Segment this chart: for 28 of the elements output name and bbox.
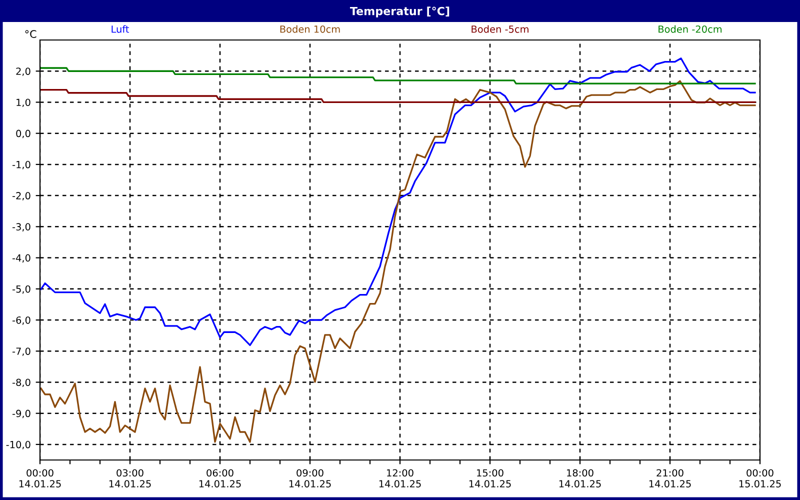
- y-tick-label: 1,0: [16, 98, 30, 108]
- y-tick-label: 0,0: [16, 130, 30, 138]
- text: Luft: [112, 25, 130, 33]
- text: Boden -5cm: [472, 25, 528, 33]
- text: Boden 10cm: [280, 25, 340, 33]
- y-tick-label: -5,0: [12, 285, 30, 294]
- x-tick-label: 03:00 14.01.25: [109, 469, 151, 488]
- y-tick-label: -3,0: [12, 223, 30, 232]
- y-tick-label: -9,0: [12, 410, 30, 418]
- y-tick-label: -1,0: [12, 160, 30, 170]
- x-tick-label: 00:00 15.01.25: [739, 469, 781, 488]
- x-tick-label: 21:00 14.01.25: [649, 469, 691, 488]
- chart-title: Temperatur [°C]: [350, 6, 450, 18]
- y-tick-label: -2,0: [12, 192, 30, 200]
- text: Boden -20cm: [658, 25, 722, 33]
- x-tick-label: 06:00 14.01.25: [199, 469, 241, 488]
- y-tick-label: -7,0: [12, 348, 30, 356]
- x-tick-label: 12:00 14.01.25: [379, 469, 421, 488]
- x-tick-label: 09:00 14.01.25: [289, 469, 331, 488]
- y-tick-label: -8,0: [12, 378, 30, 388]
- y-tick-label: -6,0: [12, 316, 30, 325]
- x-tick-label: 00:00 14.01.25: [19, 469, 61, 488]
- y-axis-title: °C: [25, 30, 36, 38]
- x-tick-label: 18:00 14.01.25: [559, 469, 601, 488]
- x-tick-label: 15:00 14.01.25: [469, 469, 511, 488]
- y-tick-label: -4,0: [12, 254, 30, 263]
- y-tick-label: 2,0: [16, 68, 30, 76]
- y-tick-label: -10,0: [6, 440, 30, 450]
